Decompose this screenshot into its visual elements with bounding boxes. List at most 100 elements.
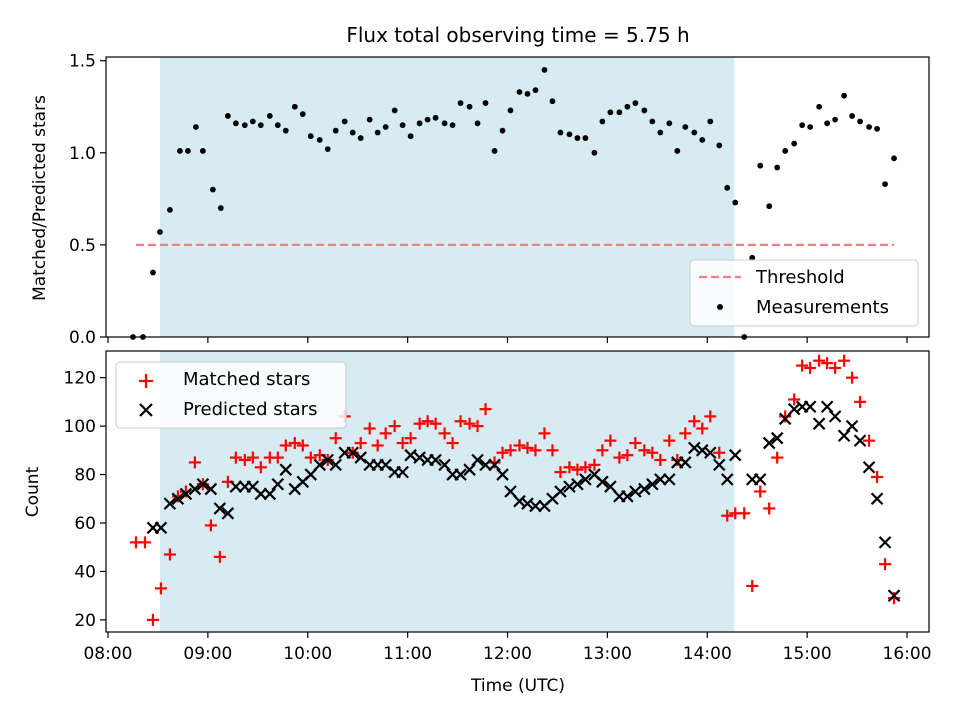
- measurement-point: [624, 103, 631, 110]
- predicted-star-point: [488, 458, 501, 472]
- predicted-star-point: [179, 487, 193, 501]
- measurement-point: [349, 129, 356, 136]
- predicted-star-point: [346, 446, 359, 460]
- predicted-star-point: [695, 444, 709, 457]
- matched-star-point: [329, 432, 342, 445]
- matched-star-point: [271, 451, 284, 464]
- predicted-star-point: [163, 497, 177, 510]
- matched-star-point: [871, 470, 884, 483]
- matched-star-point: [296, 439, 309, 452]
- x-axis-label: Time (UTC): [470, 676, 565, 696]
- x-tick-label: 08:00: [83, 644, 132, 664]
- measurement-point: [541, 66, 548, 73]
- measurement-point: [209, 186, 216, 193]
- predicted-star-point: [521, 497, 534, 510]
- predicted-star-point: [596, 475, 609, 489]
- measurement-point: [574, 135, 581, 141]
- measurement-point: [177, 148, 183, 154]
- matched-star-point: [546, 444, 559, 457]
- bottom-y-tick-label: 40: [74, 562, 96, 582]
- matched-star-point: [396, 437, 409, 450]
- measurement-point: [466, 103, 473, 110]
- measurement-point: [816, 103, 823, 110]
- measurement-point: [499, 127, 506, 134]
- matched-star-point: [554, 466, 567, 479]
- measurement-point: [582, 135, 589, 141]
- measurement-point: [299, 111, 306, 118]
- measurement-point: [491, 148, 498, 154]
- measurement-point: [282, 127, 289, 134]
- measurement-point: [549, 98, 556, 105]
- matched-star-point: [613, 451, 626, 464]
- legend-matched-label: Matched stars: [183, 369, 310, 390]
- matched-star-point: [204, 519, 217, 532]
- predicted-star-point: [571, 477, 584, 491]
- predicted-star-point: [188, 482, 202, 496]
- matched-star-point: [413, 417, 426, 430]
- measurement-point: [249, 118, 256, 125]
- predicted-star-point: [413, 451, 426, 464]
- bottom-y-tick-label: 20: [74, 611, 96, 631]
- predicted-star-point: [504, 485, 517, 498]
- bottom-axes: 20 40 60 80 100 120 08:00 09:00 10:00 11:00 12:00 1…: [64, 350, 932, 664]
- measurement-point: [832, 116, 839, 123]
- measurement-point: [699, 136, 706, 143]
- matched-star-point: [279, 439, 292, 452]
- measurement-point: [682, 124, 689, 130]
- measurement-point: [616, 109, 623, 116]
- matched-star-point: [863, 434, 876, 447]
- measurement-point: [192, 124, 199, 130]
- matched-stars-series: [129, 354, 901, 626]
- matched-star-point: [538, 427, 551, 440]
- measurement-point: [366, 116, 373, 123]
- matched-star-point: [571, 463, 584, 476]
- matched-star-point: [738, 507, 751, 520]
- matched-star-point: [304, 451, 317, 464]
- legend-measurements-swatch: [717, 304, 723, 310]
- measurement-point: [185, 148, 191, 154]
- matched-star-point: [463, 417, 476, 430]
- top-y-axis-label: Matched/Predicted stars: [30, 95, 50, 301]
- predicted-star-point: [654, 473, 667, 486]
- x-tick-label: 10:00: [283, 644, 332, 664]
- measurement-point: [841, 92, 848, 99]
- matched-star-point: [846, 371, 859, 384]
- legend-predicted-swatch: [139, 403, 153, 417]
- matched-star-point: [446, 437, 459, 450]
- measurement-point: [824, 120, 831, 127]
- matched-star-point: [371, 439, 384, 452]
- matched-star-point: [188, 456, 201, 469]
- measurement-point: [157, 229, 163, 235]
- legend-matched-swatch: [139, 374, 153, 388]
- bottom-panel: 20 40 60 80 100 120 08:00 09:00 10:00 11:00 12:00 1…: [23, 350, 932, 696]
- matched-star-point: [746, 579, 759, 592]
- matched-star-point: [388, 420, 401, 433]
- matched-star-point: [154, 582, 167, 595]
- measurement-point: [757, 162, 764, 169]
- matched-star-point: [579, 461, 592, 474]
- measurement-point: [857, 118, 863, 125]
- measurement-point: [291, 103, 298, 110]
- matched-star-point: [238, 454, 251, 467]
- measurement-point: [807, 124, 814, 130]
- matched-star-point: [829, 361, 842, 374]
- predicted-star-point: [321, 453, 335, 467]
- chart-title: Flux total observing time = 5.75 h: [346, 23, 689, 47]
- measurement-point: [424, 116, 431, 123]
- predicted-star-point: [204, 482, 218, 496]
- measurement-point: [474, 120, 481, 127]
- measurement-point: [716, 142, 723, 149]
- measurement-point: [516, 89, 523, 95]
- predicted-star-point: [471, 453, 484, 467]
- matched-star-point: [713, 446, 726, 459]
- matched-star-point: [513, 439, 526, 452]
- matched-star-point: [621, 449, 634, 462]
- predicted-star-point: [304, 468, 318, 481]
- predicted-star-point: [604, 480, 617, 493]
- measurement-point: [224, 113, 231, 119]
- measurement-point: [407, 133, 414, 140]
- measurement-point: [641, 107, 648, 114]
- measurement-point: [532, 87, 539, 94]
- measurement-point: [324, 146, 331, 153]
